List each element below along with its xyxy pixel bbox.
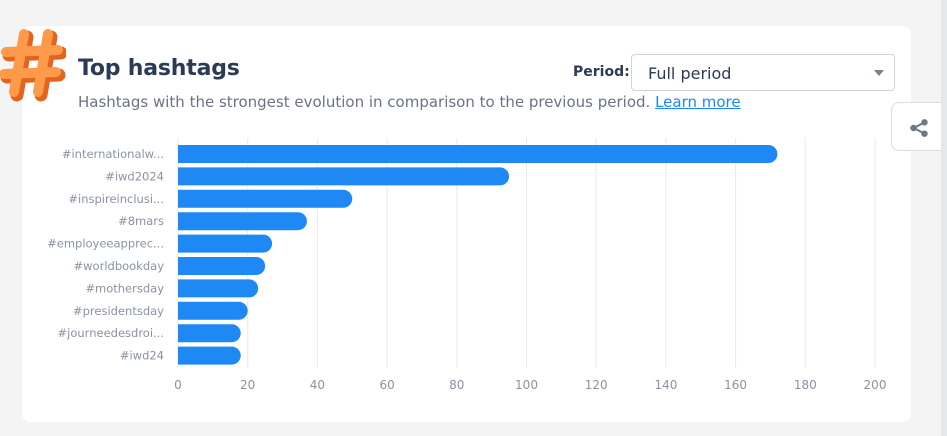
bar bbox=[178, 234, 273, 253]
x-tick-label: 120 bbox=[585, 378, 608, 392]
bar bbox=[178, 279, 259, 298]
bar bbox=[178, 167, 510, 186]
x-tick-label: 20 bbox=[240, 378, 255, 392]
hashtag-icon bbox=[0, 28, 68, 102]
period-select[interactable]: Full period bbox=[631, 54, 895, 91]
bar bbox=[178, 346, 241, 365]
category-label: #inspireinclusi... bbox=[68, 192, 164, 206]
x-tick-label: 80 bbox=[449, 378, 464, 392]
x-tick-label: 100 bbox=[515, 378, 538, 392]
bar bbox=[178, 324, 241, 343]
subtitle: Hashtags with the strongest evolution in… bbox=[78, 93, 741, 111]
category-label: #8mars bbox=[118, 214, 164, 228]
category-label: #iwd24 bbox=[120, 349, 164, 363]
x-tick-label: 200 bbox=[864, 378, 887, 392]
bar bbox=[178, 257, 266, 275]
page-title: Top hashtags bbox=[78, 56, 240, 81]
category-label: #presidentsday bbox=[73, 304, 164, 318]
bar bbox=[178, 189, 353, 208]
category-label: #iwd2024 bbox=[105, 169, 164, 183]
x-tick-label: 60 bbox=[379, 378, 394, 392]
x-tick-label: 180 bbox=[794, 378, 817, 392]
share-button[interactable] bbox=[891, 102, 947, 151]
period-value: Full period bbox=[648, 64, 732, 83]
subtitle-text: Hashtags with the strongest evolution in… bbox=[78, 93, 651, 111]
top-hashtags-card bbox=[22, 26, 911, 422]
period-label: Period: bbox=[573, 64, 630, 80]
scroll-track[interactable] bbox=[941, 0, 947, 436]
x-tick-label: 160 bbox=[724, 378, 747, 392]
category-label: #employeeapprec... bbox=[47, 237, 164, 251]
bar bbox=[178, 301, 248, 320]
category-label: #mothersday bbox=[85, 281, 164, 295]
bar bbox=[178, 145, 778, 163]
share-icon bbox=[910, 119, 928, 137]
x-tick-label: 140 bbox=[654, 378, 677, 392]
x-tick-label: 0 bbox=[174, 378, 182, 392]
category-label: #journeedesdroi... bbox=[58, 326, 164, 340]
bar bbox=[178, 212, 307, 231]
category-label: #internationalw... bbox=[62, 147, 164, 161]
category-label: #worldbookday bbox=[74, 259, 165, 273]
learn-more-link[interactable]: Learn more bbox=[655, 93, 741, 111]
x-tick-label: 40 bbox=[310, 378, 325, 392]
chevron-down-icon bbox=[874, 70, 884, 76]
